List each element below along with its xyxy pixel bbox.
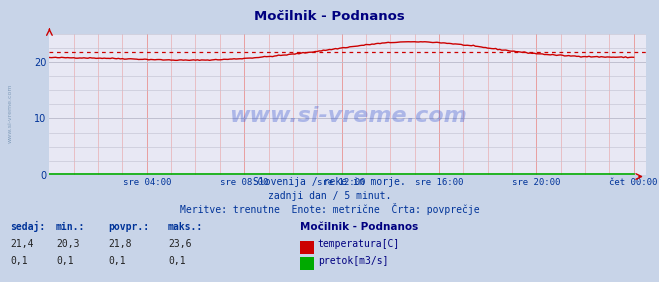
Text: 0,1: 0,1: [109, 256, 127, 266]
Text: sedaj:: sedaj:: [10, 221, 45, 232]
Text: www.si-vreme.com: www.si-vreme.com: [8, 83, 13, 142]
Text: 0,1: 0,1: [56, 256, 74, 266]
Text: www.si-vreme.com: www.si-vreme.com: [229, 106, 467, 125]
Text: 21,4: 21,4: [10, 239, 34, 249]
Text: zadnji dan / 5 minut.: zadnji dan / 5 minut.: [268, 191, 391, 201]
Text: pretok[m3/s]: pretok[m3/s]: [318, 256, 388, 266]
Text: min.:: min.:: [56, 222, 86, 232]
Text: maks.:: maks.:: [168, 222, 203, 232]
Text: 0,1: 0,1: [10, 256, 28, 266]
Text: Močilnik - Podnanos: Močilnik - Podnanos: [300, 222, 418, 232]
Text: povpr.:: povpr.:: [109, 222, 150, 232]
Text: Slovenija / reke in morje.: Slovenija / reke in morje.: [253, 177, 406, 187]
Text: 21,8: 21,8: [109, 239, 132, 249]
Text: Močilnik - Podnanos: Močilnik - Podnanos: [254, 10, 405, 23]
Text: 0,1: 0,1: [168, 256, 186, 266]
Text: Meritve: trenutne  Enote: metrične  Črta: povprečje: Meritve: trenutne Enote: metrične Črta: …: [180, 203, 479, 215]
Text: temperatura[C]: temperatura[C]: [318, 239, 400, 249]
Text: 20,3: 20,3: [56, 239, 80, 249]
Text: 23,6: 23,6: [168, 239, 192, 249]
